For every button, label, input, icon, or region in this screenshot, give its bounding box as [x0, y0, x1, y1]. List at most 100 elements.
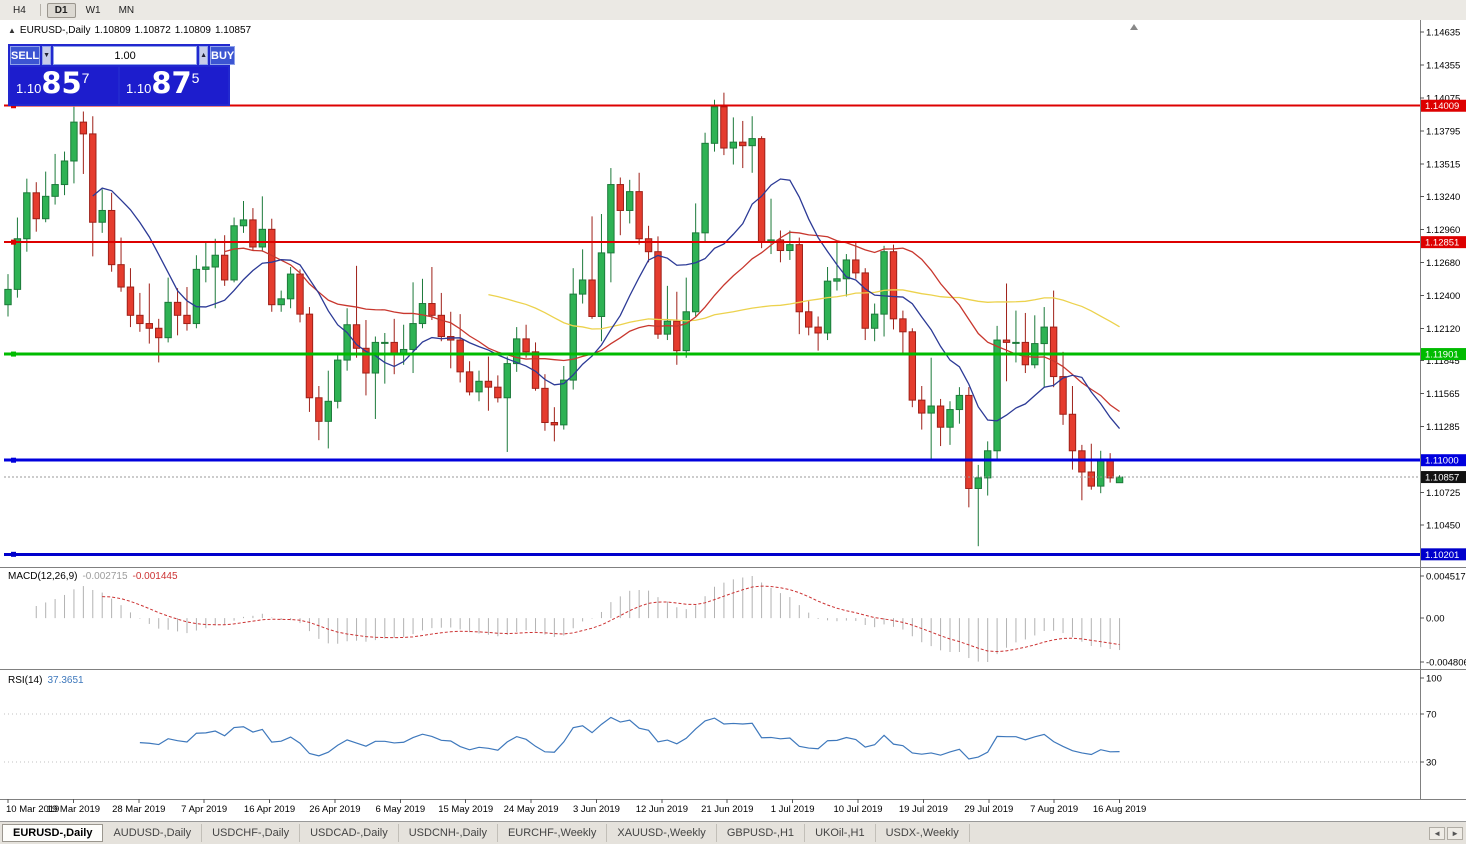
buy-price-point: 5	[191, 70, 200, 86]
tab-usdx-weekly[interactable]: USDX-,Weekly	[876, 824, 970, 842]
axis-tick-label: 1.14635	[1426, 28, 1460, 39]
ma-line-24	[224, 231, 1120, 413]
sell-price-pips: 85	[41, 66, 82, 100]
buy-price-display[interactable]: 1.10 87 5	[120, 67, 228, 104]
tab-ukoil-h1[interactable]: UKOil-,H1	[805, 824, 876, 842]
axis-tick-label: 1.12960	[1426, 225, 1460, 236]
date-tick-label: 28 Mar 2019	[112, 804, 165, 815]
sell-price-point: 7	[81, 70, 90, 86]
chart-frame	[0, 20, 1466, 800]
period-toolbar: H4 D1 W1 MN	[0, 0, 1466, 21]
chart-canvas[interactable]: 1.14635 1.14355 1.14075 1.13795 1.13515 1.132…	[0, 20, 1466, 822]
rsi-line	[139, 716, 1120, 760]
axis-tick-label: 1.12680	[1426, 258, 1460, 269]
tab-scroll-left-icon[interactable]: ◄	[1429, 826, 1446, 840]
tab-scroll-right-icon[interactable]: ►	[1447, 826, 1463, 840]
price-level-label: 1.12851	[1425, 238, 1459, 249]
date-tick-label: 6 May 2019	[375, 804, 425, 815]
hline-handle[interactable]	[11, 551, 16, 557]
buy-button[interactable]: BUY	[210, 46, 236, 65]
hline-handle[interactable]	[11, 457, 16, 463]
date-tick-label: 15 May 2019	[438, 804, 493, 815]
date-tick-label: 21 Jun 2019	[701, 804, 753, 815]
axis-tick-label: 1.11565	[1426, 389, 1460, 400]
timeframe-d1[interactable]: D1	[46, 2, 76, 18]
rsi-pane	[4, 713, 1420, 763]
chart-region: 1.14635 1.14355 1.14075 1.13795 1.13515 1.132…	[0, 20, 1466, 822]
date-tick-label: 19 Mar 2019	[47, 804, 100, 815]
volume-increase-button[interactable]: ▲	[199, 46, 208, 65]
rsi-value: 37.3651	[47, 675, 84, 686]
ohlc-open: 1.10809	[94, 25, 131, 36]
date-tick-label: 3 Jun 2019	[573, 804, 620, 815]
macd-indicator-label: MACD(12,26,9) -0.002715 -0.001445	[8, 571, 178, 582]
axis-tick-label: 1.13240	[1426, 192, 1460, 203]
date-tick-label: 10 Jul 2019	[833, 804, 882, 815]
price-level-label: 1.10201	[1425, 550, 1459, 561]
axis-tick-label: 1.10725	[1426, 488, 1460, 499]
toolbar-separator	[39, 4, 41, 16]
chart-shift-marker[interactable]	[1130, 24, 1138, 30]
date-tick-label: 1 Jul 2019	[771, 804, 815, 815]
tab-audusd-daily[interactable]: AUDUSD-,Daily	[103, 824, 203, 842]
hline-handle[interactable]	[11, 351, 16, 357]
tab-usdcnh-daily[interactable]: USDCNH-,Daily	[399, 824, 498, 842]
sell-price-display[interactable]: 1.10 85 7	[10, 67, 118, 104]
price-level-label: 1.14009	[1425, 101, 1459, 112]
chart-symbol-period: EURUSD-,Daily	[19, 25, 91, 36]
tab-scroll-controls: ◄ ►	[1429, 826, 1463, 840]
hline-handle[interactable]	[11, 239, 16, 245]
date-tick-label: 7 Aug 2019	[1030, 804, 1078, 815]
volume-input[interactable]	[53, 46, 198, 65]
tab-eurusd-daily[interactable]: EURUSD-,Daily	[2, 824, 104, 842]
ohlc-high: 1.10872	[134, 25, 171, 36]
axis-tick-label: 1.10450	[1426, 520, 1460, 531]
symbol-tab-bar: EURUSD-,Daily AUDUSD-,Daily USDCHF-,Daily U…	[0, 821, 1466, 844]
date-tick-label: 24 May 2019	[504, 804, 559, 815]
axis-tick-label: -0.004806	[1426, 658, 1466, 669]
axis-tick-label: 0.004517	[1426, 572, 1466, 583]
tab-usdcad-daily[interactable]: USDCAD-,Daily	[300, 824, 399, 842]
axis-tick-label: 0.00	[1426, 614, 1445, 625]
tab-eurchf-weekly[interactable]: EURCHF-,Weekly	[498, 824, 608, 842]
price-level-label: 1.11000	[1425, 456, 1459, 467]
date-tick-label: 12 Jun 2019	[636, 804, 688, 815]
axis-tick-label: 100	[1426, 674, 1442, 685]
axis-tick-label: 1.14075	[1426, 93, 1460, 104]
price-level-label: 1.11901	[1425, 350, 1459, 361]
macd-signal-line	[102, 585, 1120, 653]
axis-tick-label: 1.11285	[1426, 422, 1460, 433]
timeframe-w1[interactable]: W1	[85, 4, 101, 16]
sell-button[interactable]: SELL	[10, 46, 41, 65]
tab-usdchf-daily[interactable]: USDCHF-,Daily	[202, 824, 301, 842]
macd-main-value: -0.002715	[82, 571, 128, 582]
axis-tick-label: 70	[1426, 710, 1437, 721]
tab-xauusd-weekly[interactable]: XAUUSD-,Weekly	[607, 824, 717, 842]
axis-tick-label: 1.11845	[1426, 356, 1460, 367]
one-click-trading-panel: SELL ▼ ▲ BUY 1.10 85 7 1.10 87 5	[8, 44, 236, 106]
macd-histogram	[35, 576, 1121, 662]
macd-name: MACD(12,26,9)	[8, 571, 78, 582]
axis-tick-label: 30	[1426, 758, 1437, 769]
date-tick-label: 19 Jul 2019	[899, 804, 948, 815]
date-tick-label: 26 Apr 2019	[309, 804, 360, 815]
date-tick-label: 16 Aug 2019	[1093, 804, 1146, 815]
ma-line-10	[92, 178, 1121, 429]
buy-price-pips: 87	[151, 66, 192, 100]
sell-price-prefix: 1.10	[16, 81, 42, 96]
volume-decrease-button[interactable]: ▼	[42, 46, 52, 65]
timeframe-h4[interactable]: H4	[13, 4, 26, 16]
ohlc-low: 1.10809	[174, 25, 211, 36]
timeframe-mn[interactable]: MN	[118, 4, 135, 16]
candlestick-series	[4, 92, 1124, 547]
axis-tick-label: 1.12400	[1426, 291, 1460, 302]
macd-signal-value: -0.001445	[132, 571, 178, 582]
moving-average-lines	[92, 178, 1121, 429]
buy-price-prefix: 1.10	[126, 81, 152, 96]
date-tick-label: 7 Apr 2019	[181, 804, 227, 815]
timeframe-group: H4 D1 W1 MN	[4, 2, 143, 18]
trade-panel-toggle-icon[interactable]: ▲	[8, 26, 16, 35]
tab-gbpusd-h1[interactable]: GBPUSD-,H1	[717, 824, 806, 842]
